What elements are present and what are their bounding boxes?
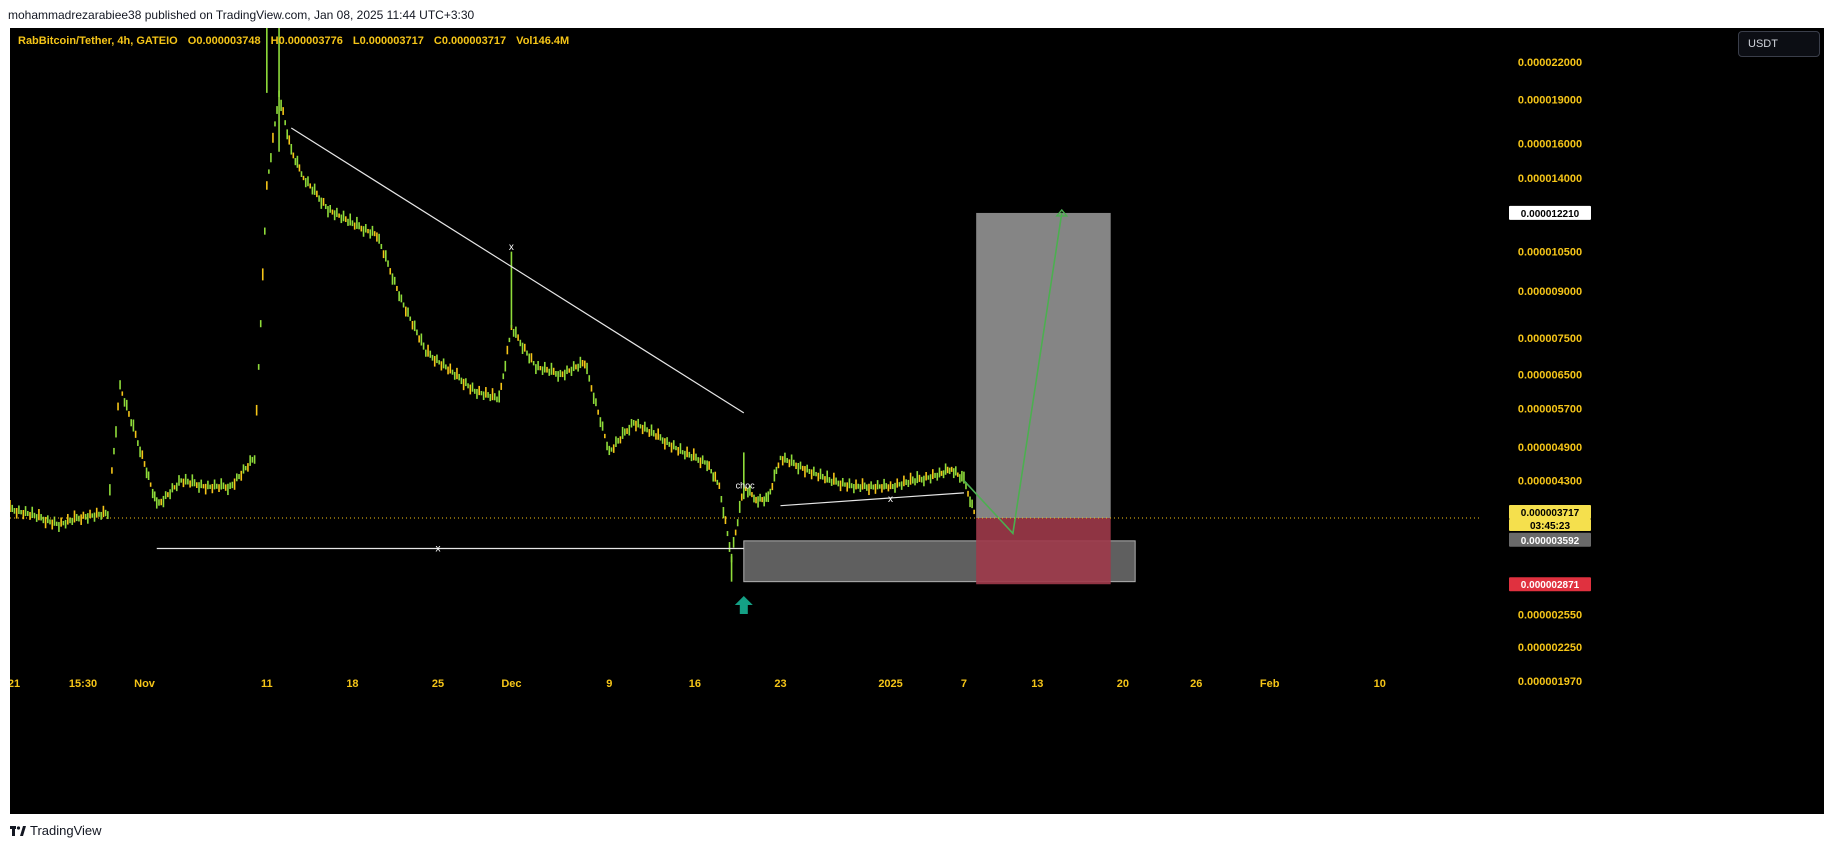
legend-low: L0.000003717 [352, 35, 424, 47]
x-tick-label: 9 [606, 678, 612, 690]
x-tick-label: 7 [961, 678, 967, 690]
footer-bar [0, 814, 1835, 849]
y-tick-label: 0.000004300 [1518, 476, 1582, 488]
x-tick-label: 26 [1190, 678, 1202, 690]
legend-volume: Vol146.4M [516, 35, 570, 47]
publisher-bar: mohammadrezarabiee38 published on Tradin… [0, 0, 1835, 28]
y-tick-label: 0.000009000 [1518, 286, 1582, 298]
trendline [780, 492, 964, 507]
legend-close: C0.000003717 [433, 35, 507, 47]
price-chart[interactable]: 0.0000340000.0000300000.0000260000.00002… [10, 28, 1824, 814]
chart-background [10, 28, 1824, 814]
x-tick-label: 16 [689, 678, 701, 690]
x-tick-label: 15:30 [69, 678, 97, 690]
projection-path [963, 212, 1063, 536]
y-tick-label: 0.000001970 [1518, 676, 1582, 688]
choc-label: choc [736, 481, 756, 491]
y-tick-label: 0.000007500 [1518, 333, 1582, 345]
price-tag-label: 0.000003717 [1521, 508, 1580, 519]
chart-legend: RabBitcoin/Tether, 4h, GATEIO O0.0000037… [18, 35, 576, 47]
price-tag-label: 03:45:23 [1530, 521, 1570, 532]
price-tag-label: 0.000012210 [1521, 209, 1580, 220]
price-tag-countdown [1509, 519, 1591, 531]
y-tick-label: 0.000002250 [1518, 642, 1582, 654]
x-tick-label: 20 [1117, 678, 1129, 690]
y-tick-label: 0.000005700 [1518, 403, 1582, 415]
price-tag-target [1509, 205, 1591, 220]
chart-panel[interactable]: 0.0000340000.0000300000.0000260000.00002… [10, 28, 1824, 814]
price-tag-label: 0.000003592 [1521, 536, 1580, 547]
x-tick-label: 13 [1031, 678, 1043, 690]
currency-selector[interactable]: USDT [1738, 31, 1820, 57]
x-tick-label: Feb [1260, 678, 1280, 690]
projection-arrowhead [1055, 208, 1069, 217]
trendline-marker: x [888, 494, 893, 505]
y-tick-label: 0.000010500 [1518, 247, 1582, 259]
x-tick-label: Nov [134, 678, 156, 690]
legend-open: O0.000003748 [187, 35, 261, 47]
published-line: mohammadrezarabiee38 published on Tradin… [8, 8, 475, 22]
price-tag-entry [1509, 532, 1591, 547]
legend-high: H0.000003776 [270, 35, 343, 47]
x-tick-label: 25 [432, 678, 444, 690]
tradingview-icon [10, 825, 26, 836]
x-tick-label: 21 [10, 678, 20, 690]
x-tick-label: 10 [1374, 678, 1386, 690]
trendline-marker: x [436, 544, 441, 555]
legend-symbol[interactable]: RabBitcoin/Tether, 4h, GATEIO [18, 35, 178, 47]
buy-arrow-icon [734, 596, 753, 614]
price-tag-last [1509, 505, 1591, 519]
candles [10, 28, 975, 582]
x-tick-label: 18 [346, 678, 358, 690]
y-tick-label: 0.000014000 [1518, 173, 1582, 185]
y-tick-label: 0.000022000 [1518, 57, 1582, 69]
x-tick-label: 11 [261, 678, 273, 690]
price-tag-stop [1509, 577, 1591, 592]
y-tick-label: 0.000002550 [1518, 610, 1582, 622]
footer-brand: TradingView [30, 823, 102, 838]
trendline [290, 127, 745, 414]
trendline-marker: x [509, 242, 514, 253]
x-tick-label: Dec [501, 678, 521, 690]
x-tick-label: 23 [774, 678, 786, 690]
x-tick-label: 2025 [878, 678, 902, 690]
tradingview-logo[interactable]: TradingView [10, 823, 102, 838]
stop-zone [976, 518, 1111, 585]
price-tag-label: 0.000002871 [1521, 580, 1580, 591]
y-tick-label: 0.000006500 [1518, 370, 1582, 382]
y-tick-label: 0.000016000 [1518, 139, 1582, 151]
target-zone [976, 212, 1111, 519]
y-tick-label: 0.000019000 [1518, 95, 1582, 107]
y-tick-label: 0.000004900 [1518, 442, 1582, 454]
